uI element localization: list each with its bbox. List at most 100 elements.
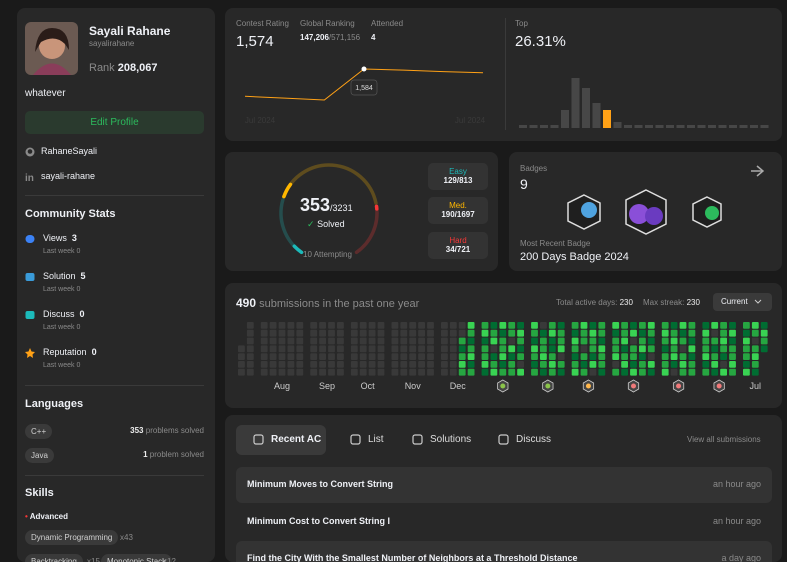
tab[interactable]: Discuss [516,434,552,445]
month-label: Dec [450,381,467,391]
heatmap-cell [441,329,448,337]
language-count: 353 problems solved [130,426,204,435]
rank: Rank 208,067 [89,62,158,74]
linkedin-link[interactable]: sayali-rahane [41,171,96,181]
heatmap-cell [661,322,669,329]
heatmap-cell [499,322,507,329]
heatmap-cell [508,368,516,376]
attempting: 10 Attempting [303,250,352,259]
badge-dot [545,383,551,389]
tab[interactable]: Recent AC [271,434,322,445]
heatmap-cell [246,337,254,345]
heatmap-cell [328,322,335,329]
recent-card: Recent AC List Solutions Discuss View all s… [225,415,782,562]
heatmap-cell [751,337,759,345]
badge-dot [676,383,682,389]
heatmap-cell [278,329,286,337]
year-dropdown[interactable]: Current [713,293,772,311]
heatmap-cell [409,337,417,345]
heatmap-cell [481,353,489,360]
skill-count: x12 [163,557,176,562]
heatmap-cell [449,361,457,368]
heatmap-cell [328,345,335,353]
submission-row[interactable]: Minimum Moves to Convert String an hour a… [236,467,772,503]
skill-pill: Dynamic Programming [25,530,119,545]
section-title: Community Stats [25,208,116,220]
heatmap-cell [499,329,507,337]
submission-label: submissions in the past one year [259,298,420,310]
heatmap-cell [490,361,498,368]
view-all[interactable]: View all submissions [687,435,761,444]
icon-shape [350,434,361,445]
heatmap-cell [449,345,457,353]
badge-icons [567,165,765,235]
heatmap-cell [467,337,475,345]
heatmap-cell [409,345,417,353]
heatmap-cell [481,329,489,337]
heatmap-cell [517,345,524,353]
heatmap-cell [467,368,475,376]
easy-label: Easy [449,167,467,176]
rank-label: Rank [89,62,115,74]
heatmap-cell [639,337,646,345]
stat-label: Reputation [43,347,87,357]
heatmap-cell [612,361,620,368]
heatmap-cell [612,337,620,345]
heatmap-cell [647,337,655,345]
heatmap-cell [246,329,254,337]
heatmap-cell [418,322,425,329]
stat-sub: Last week 0 [43,362,80,369]
histogram-bar [750,125,758,128]
heatmap-cell [702,345,710,353]
heatmap-cell [589,337,597,345]
heatmap-cell [720,345,727,353]
heatmap-cell [310,368,318,376]
active-tab-bg [236,425,326,455]
histogram-bar [634,125,643,128]
histogram-bar [708,125,716,128]
month-label: Aug [274,381,290,391]
medium-count: 190/1697 [441,210,475,219]
heatmap-cell [540,337,547,345]
heatmap-cell [647,361,655,368]
heatmap-cell [580,337,588,345]
badge-dot [585,383,591,389]
divider [505,18,506,130]
heatmap-cell [449,337,457,345]
heatmap-cell [427,353,434,360]
heatmap-cell [287,368,295,376]
submission-row[interactable]: Minimum Cost to Convert String I an hour … [236,504,772,540]
histogram-bar [624,125,632,128]
tab[interactable]: List [368,434,384,445]
heatmap-cell [548,368,556,376]
heatmap-cell [467,353,475,360]
solved-card: 353/3231 ✓ Solved 10 Attempting Easy 129/… [225,152,498,271]
heatmap-cell [639,329,646,337]
heatmap-cell [490,329,498,337]
solved-total: /3231 [330,203,353,213]
heatmap-cell [427,361,434,368]
contest-rating-label: Contest Rating [236,19,289,28]
heatmap-cell [679,329,687,337]
heatmap-cell [557,345,565,353]
language-pill: C++ [25,424,53,439]
stat-sub-value: 0 [76,286,81,293]
skill-count: x15 [87,557,100,562]
heatmap-cell [400,368,408,376]
hard-label: Hard [449,236,467,245]
edit-profile-button[interactable]: Edit Profile [25,111,204,134]
heatmap-cell [458,353,466,360]
tab[interactable]: Solutions [430,434,472,445]
tooltip: 1,584 [355,85,373,92]
heatmap-cell [499,353,507,360]
heatmap-cell [328,368,335,376]
medium-label: Med. [449,201,467,210]
heatmap-cell [760,345,768,353]
heatmap-cell [760,337,768,345]
submission-time: a day ago [721,553,761,562]
heatmap-cell [368,329,376,337]
heatmap-cell [246,368,254,376]
github-link[interactable]: RahaneSayali [41,146,98,156]
heatmap-cell [427,322,434,329]
submission-row[interactable]: Find the City With the Smallest Number o… [236,541,772,562]
